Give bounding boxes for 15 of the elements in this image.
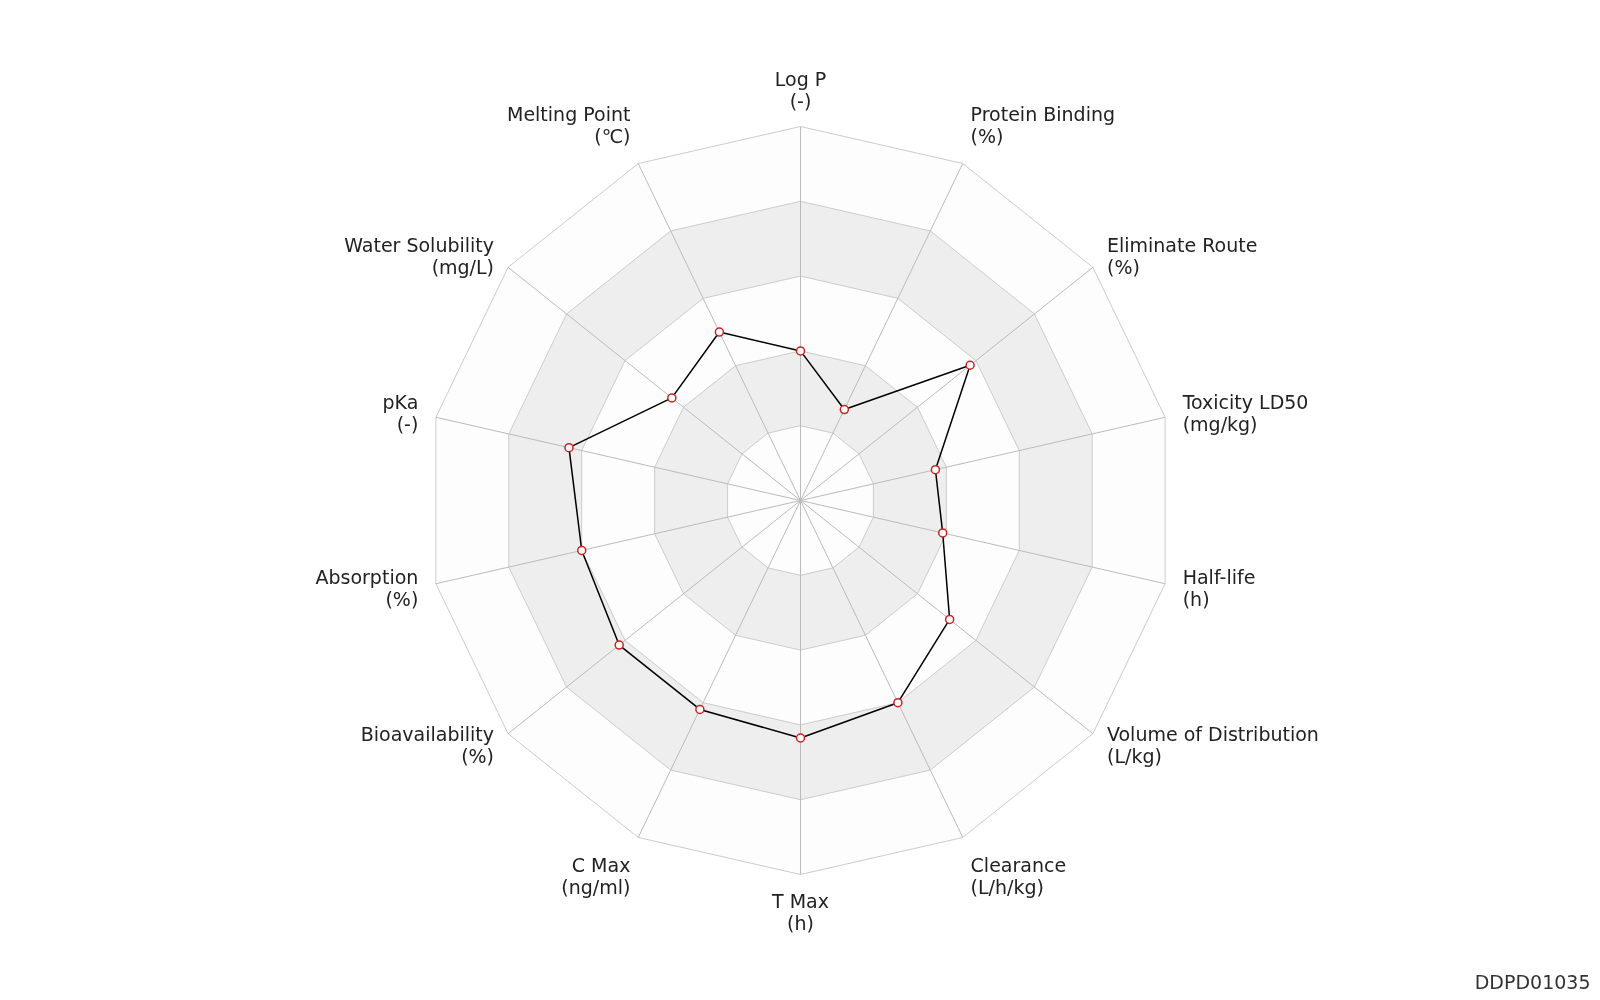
spoke-label: C Max (ng/ml) — [561, 853, 631, 898]
spoke-label: Volume of Distribution (L/kg) — [1106, 722, 1319, 767]
spoke-label: Absorption (%) — [315, 565, 419, 610]
spoke-label: Log P (-) — [774, 67, 827, 112]
text: DDPD01035 — [1474, 970, 1591, 993]
spoke-label: Half-life (h) — [1182, 565, 1256, 610]
spoke-label: T Max (h) — [771, 889, 829, 934]
spoke-label: Eliminate Route (%) — [1106, 234, 1258, 279]
spoke-label: Clearance (L/h/kg) — [970, 853, 1067, 898]
spoke-label: Protein Binding (%) — [970, 103, 1116, 148]
spoke-label: Toxicity LD50 (mg/kg) — [1181, 391, 1309, 436]
spoke-label: pKa (-) — [382, 391, 419, 436]
spoke-label: Melting Point (℃) — [507, 103, 631, 148]
spoke-label: Bioavailability (%) — [360, 722, 495, 767]
spoke-label: Water Solubility (mg/L) — [344, 234, 495, 279]
